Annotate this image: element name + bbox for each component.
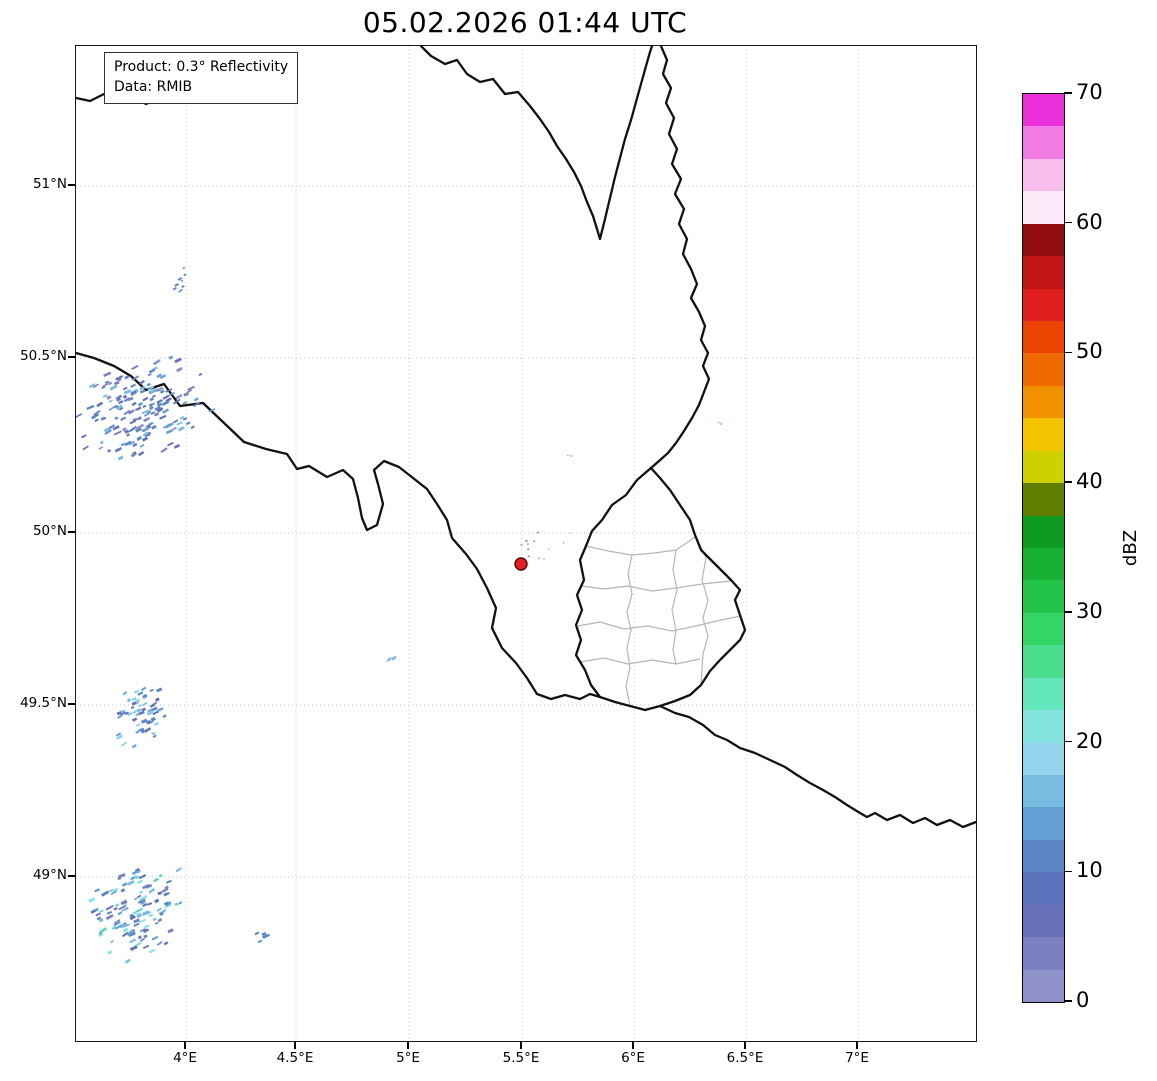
colorbar-tick	[1064, 351, 1072, 354]
regional-border	[585, 535, 697, 556]
colorbar-band	[1023, 482, 1064, 516]
colorbar-band	[1023, 968, 1064, 1002]
lon-tick	[856, 1042, 858, 1049]
colorbar-band	[1023, 158, 1064, 192]
colorbar-tick	[1064, 481, 1072, 483]
national-border	[419, 46, 654, 241]
lat-tick	[68, 703, 75, 705]
lat-tick	[68, 875, 75, 877]
national-border	[574, 466, 747, 712]
echo-small-north-dashes	[172, 266, 187, 293]
echo-center-speck	[566, 454, 573, 458]
colorbar-band	[1023, 450, 1064, 484]
lon-tick-label: 5.5°E	[502, 1050, 540, 1066]
colorbar-band	[1023, 612, 1064, 646]
colorbar-tick-label: 30	[1076, 598, 1103, 623]
data-source-label: Data: RMIB	[114, 78, 193, 95]
colorbar-band	[1023, 936, 1064, 970]
lon-tick-label: 4°E	[173, 1050, 197, 1066]
regional-border	[579, 657, 701, 665]
colorbar-band	[1023, 871, 1064, 905]
lon-tick-label: 6.5°E	[726, 1050, 764, 1066]
colorbar-band	[1023, 320, 1064, 354]
colorbar-tick-label: 70	[1076, 80, 1103, 104]
lon-tick	[294, 1042, 296, 1049]
colorbar-tick	[1064, 611, 1072, 613]
lat-tick-label: 49.5°N	[20, 695, 67, 711]
regional-border	[671, 549, 678, 665]
colorbar-band	[1023, 514, 1064, 548]
colorbar-tick-label: 20	[1076, 728, 1103, 753]
colorbar-band	[1023, 190, 1064, 224]
national-border	[76, 351, 602, 701]
colorbar-band	[1023, 94, 1064, 127]
lon-tick	[744, 1042, 746, 1049]
echo-mid-dash	[386, 656, 397, 662]
lon-tick	[184, 1042, 186, 1049]
echo-hainaut-band	[76, 355, 216, 461]
colorbar-band	[1023, 709, 1064, 743]
colorbar-tick-label: 40	[1076, 469, 1103, 494]
colorbar-tick	[1064, 870, 1072, 872]
national-border	[658, 704, 976, 829]
colorbar-band	[1023, 774, 1064, 808]
colorbar-band	[1023, 287, 1064, 321]
colorbar-band	[1023, 125, 1064, 159]
echo-south-dash	[254, 931, 271, 944]
colorbar-tick	[1064, 92, 1072, 94]
colorbar-axis-label: dBZ	[1120, 529, 1141, 567]
lat-tick	[68, 356, 75, 358]
colorbar-band	[1023, 255, 1064, 289]
echo-aisne-cell	[115, 686, 167, 749]
regional-border	[625, 554, 633, 707]
colorbar-band	[1023, 741, 1064, 775]
echo-east-speck	[717, 421, 723, 426]
lon-tick-label: 6°E	[621, 1050, 645, 1066]
product-label: Product: 0.3° Reflectivity	[114, 59, 289, 75]
colorbar-band	[1023, 806, 1064, 840]
lat-tick-label: 50°N	[32, 523, 67, 539]
map-canvas	[76, 46, 976, 1041]
colorbar-band	[1023, 352, 1064, 386]
lon-tick-label: 7°E	[845, 1050, 869, 1066]
echo-clutter-near-radar	[520, 531, 572, 560]
colorbar-tick	[1064, 222, 1072, 224]
colorbar-tick-label: 0	[1076, 988, 1090, 1012]
product-info-box: Product: 0.3° Reflectivity Data: RMIB	[104, 52, 299, 105]
colorbar-band	[1023, 223, 1064, 257]
regional-border	[695, 535, 709, 686]
lon-tick-label: 4.5°E	[276, 1050, 314, 1066]
echo-marne-cell	[88, 867, 183, 964]
colorbar-band	[1023, 547, 1064, 581]
radar-site-marker	[514, 557, 528, 571]
national-border	[649, 46, 711, 470]
lon-tick-label: 5°E	[396, 1050, 420, 1066]
colorbar-tick	[1064, 740, 1072, 743]
colorbar-band	[1023, 417, 1064, 451]
colorbar-band	[1023, 579, 1064, 613]
lat-tick-label: 50.5°N	[20, 348, 67, 364]
lat-tick-label: 49°N	[32, 867, 67, 883]
colorbar	[1022, 93, 1065, 1003]
colorbar-band	[1023, 904, 1064, 938]
lon-tick	[632, 1042, 634, 1049]
lat-tick-label: 51°N	[32, 176, 67, 192]
colorbar-tick-label: 60	[1076, 209, 1103, 234]
colorbar-band	[1023, 839, 1064, 873]
colorbar-tick-label: 50	[1076, 339, 1103, 364]
colorbar-band	[1023, 677, 1064, 711]
lon-tick	[520, 1042, 522, 1049]
lat-tick	[68, 531, 75, 533]
colorbar-band	[1023, 385, 1064, 419]
figure-title: 05.02.2026 01:44 UTC	[362, 6, 688, 39]
map-panel: Product: 0.3° Reflectivity Data: RMIB	[75, 45, 977, 1042]
lat-tick	[68, 184, 75, 186]
colorbar-tick	[1064, 1000, 1072, 1002]
colorbar-tick-label: 10	[1076, 858, 1103, 883]
regional-border	[581, 580, 732, 592]
regional-border	[577, 615, 742, 632]
colorbar-band	[1023, 644, 1064, 678]
lon-tick	[407, 1042, 409, 1049]
